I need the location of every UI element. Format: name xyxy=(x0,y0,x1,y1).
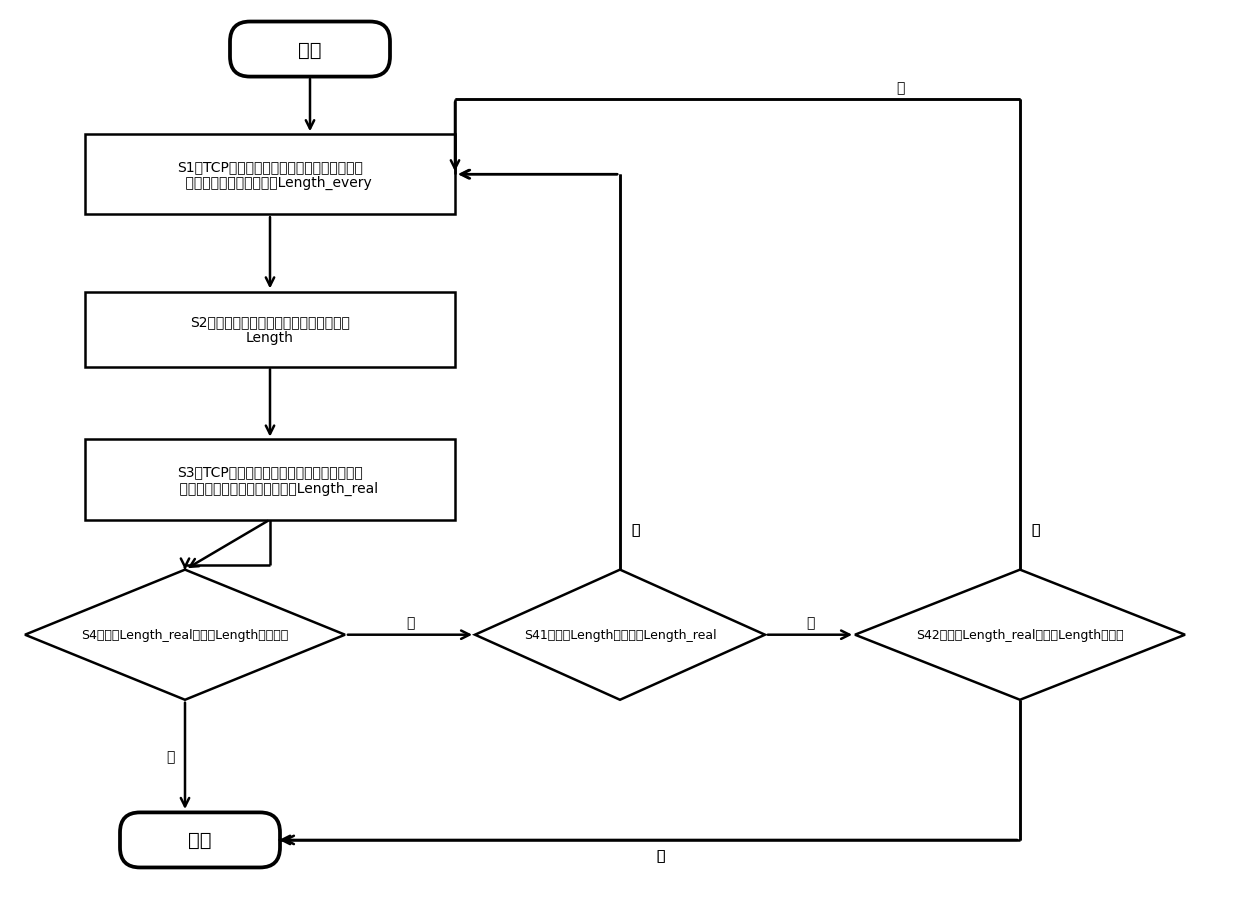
Text: S42、判断Length_real是否为Length的倍数: S42、判断Length_real是否为Length的倍数 xyxy=(916,628,1123,641)
FancyBboxPatch shape xyxy=(120,813,280,868)
Polygon shape xyxy=(25,570,345,700)
Bar xyxy=(86,440,455,520)
Text: S1、TCP通信服务端接收来自客户端的数据，
    计算每次接收的数据长度Length_every: S1、TCP通信服务端接收来自客户端的数据， 计算每次接收的数据长度Length… xyxy=(169,160,372,191)
Text: 是: 是 xyxy=(631,523,639,537)
Text: 否: 否 xyxy=(1030,523,1039,537)
Bar xyxy=(86,135,455,215)
Text: S3、TCP通信服务端获取上一次接收的缓存数
    据，计算实际已读取的数据长度Length_real: S3、TCP通信服务端获取上一次接收的缓存数 据，计算实际已读取的数据长度Len… xyxy=(162,465,378,495)
Text: 开始: 开始 xyxy=(299,41,321,60)
Polygon shape xyxy=(856,570,1185,700)
Bar xyxy=(86,293,455,368)
Text: 否: 否 xyxy=(405,616,414,630)
Text: 否: 否 xyxy=(1030,523,1039,537)
Text: 是: 是 xyxy=(166,749,174,763)
Text: 否: 否 xyxy=(806,616,815,630)
Text: S2、获取所接收数据类型的标准完整长度
Length: S2、获取所接收数据类型的标准完整长度 Length xyxy=(190,315,350,345)
Text: 是: 是 xyxy=(631,523,639,537)
Text: 是: 是 xyxy=(656,848,665,862)
Text: 是: 是 xyxy=(656,848,665,862)
FancyBboxPatch shape xyxy=(229,23,391,78)
Polygon shape xyxy=(475,570,765,700)
Text: 否: 否 xyxy=(895,81,904,95)
Text: S4、判断Length_real是否与Length是否相等: S4、判断Length_real是否与Length是否相等 xyxy=(82,628,289,641)
Text: 结束: 结束 xyxy=(188,831,212,850)
Text: S41、判断Length是否大于Length_real: S41、判断Length是否大于Length_real xyxy=(523,628,717,641)
